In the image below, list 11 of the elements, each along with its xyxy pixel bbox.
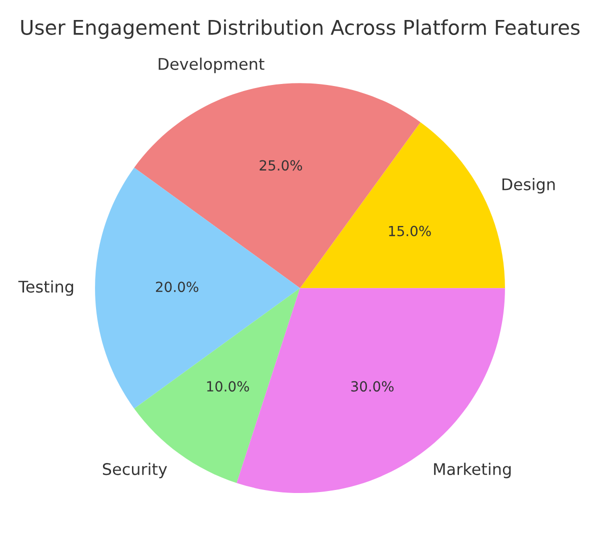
data-label: 15.0% — [389, 226, 431, 236]
slice-label: Marketing — [434, 462, 511, 478]
slice-label: Development — [158, 58, 264, 74]
chart-title: User Engagement Distribution Across Platform Features — [21, 19, 580, 39]
data-label: 25.0% — [260, 160, 302, 171]
data-label: 10.0% — [207, 381, 250, 392]
data-label: 30.0% — [351, 381, 394, 392]
slice-label: Security — [102, 462, 167, 478]
data-label: 20.0% — [156, 282, 198, 292]
slice-label: Testing — [18, 280, 74, 296]
slice-label: Design — [502, 178, 555, 194]
